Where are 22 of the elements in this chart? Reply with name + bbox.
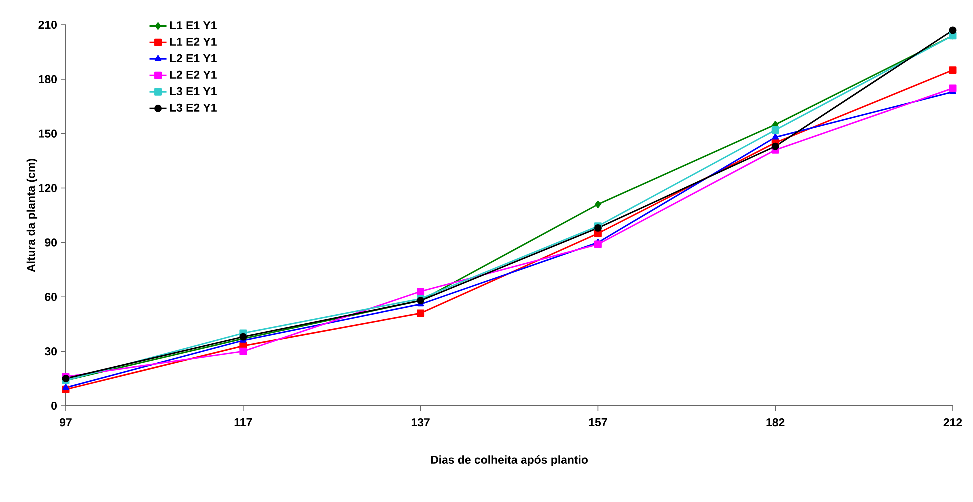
x-tick-label: 182 [766, 418, 785, 427]
y-tick-label: 180 [39, 75, 58, 84]
x-tick-label: 137 [412, 418, 430, 427]
legend-label: L1 E2 Y1 [170, 38, 217, 46]
legend-label: L3 E1 Y1 [170, 87, 217, 96]
x-tick-label: 117 [234, 418, 252, 426]
y-axis-title: Altura da planta (cm) [26, 159, 38, 272]
y-tick-label: 210 [38, 20, 58, 30]
x-axis-title: Dias de colheita após plantio [431, 455, 588, 466]
y-tick-label: 0 [52, 402, 58, 410]
y-tick-label: 150 [39, 130, 58, 138]
legend-label: L2 E2 Y1 [170, 70, 217, 79]
legend-label: L1 E1 Y1 [170, 22, 217, 30]
y-tick-label: 30 [45, 348, 58, 356]
x-tick-label: 97 [60, 418, 72, 427]
y-tick-label: 90 [45, 238, 58, 247]
y-tick-label: 60 [45, 293, 58, 302]
x-tick-label: 157 [589, 418, 608, 427]
legend-label: L2 E1 Y1 [170, 54, 217, 62]
y-tick-label: 120 [39, 184, 58, 192]
legend-label: L3 E2 Y1 [170, 104, 217, 112]
x-tick-label: 212 [944, 418, 962, 427]
